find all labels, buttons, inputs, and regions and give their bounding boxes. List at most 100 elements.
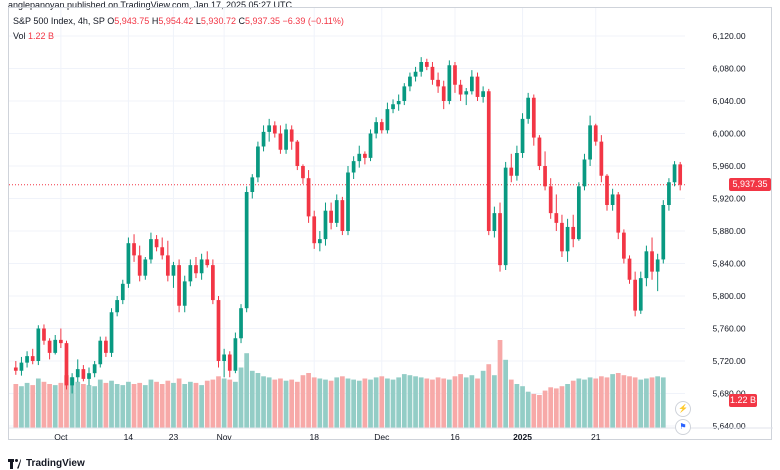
volume-bar <box>249 370 255 428</box>
candle <box>81 365 86 382</box>
candle <box>312 210 317 249</box>
time-tick-label: 23 <box>169 432 179 441</box>
candle <box>599 135 604 183</box>
volume-bar <box>593 378 599 428</box>
volume-bar <box>582 379 587 428</box>
candle-body <box>334 200 339 223</box>
volume-bar <box>390 379 396 428</box>
candle <box>453 62 457 93</box>
price-chart[interactable]: 6,120.00 6,080.00 6,040.00 6,000.00 5,960.00… <box>9 8 773 441</box>
volume-bar <box>621 375 627 428</box>
volume-bar <box>193 382 199 428</box>
chart-frame[interactable]: 6,120.00 6,080.00 6,040.00 6,000.00 5,960.00… <box>8 7 773 441</box>
time-axis: Oct 14 23 Nov 18 Dec 16 2025 21 <box>9 427 773 441</box>
time-tick-label: 21 <box>591 432 601 441</box>
time-tick-label: 14 <box>124 432 134 441</box>
candle-body <box>244 192 249 309</box>
candle <box>199 253 204 280</box>
candle-body <box>385 109 390 131</box>
volume-bar <box>508 379 514 428</box>
volume-bar <box>351 379 356 428</box>
volume-bar <box>334 377 340 428</box>
symbol-label[interactable]: S&P 500 Index, 4h, SP <box>13 16 105 26</box>
candle-body <box>576 186 581 240</box>
publish-info: anglepanoyan published on TradingView.co… <box>8 0 293 10</box>
candle <box>109 308 114 357</box>
tradingview-logo-icon <box>8 458 22 469</box>
candle-body <box>149 239 153 260</box>
candle <box>334 194 339 227</box>
candle <box>211 259 215 305</box>
candle-body <box>481 91 485 97</box>
candle <box>644 245 649 287</box>
candle-body <box>593 125 598 142</box>
candle <box>115 296 120 317</box>
candle-body <box>537 137 542 166</box>
candle-body <box>171 265 176 276</box>
candle-body <box>256 146 260 178</box>
time-tick-label: 18 <box>309 432 319 441</box>
candle-body <box>278 133 283 150</box>
candle <box>216 296 221 368</box>
candle-body <box>211 265 215 301</box>
candle-body <box>447 65 452 101</box>
candle <box>464 88 469 106</box>
candle-body <box>346 172 350 231</box>
candle <box>171 261 176 288</box>
volume-bar <box>165 380 171 428</box>
candle <box>610 188 615 211</box>
candle <box>661 200 666 264</box>
volume-bar <box>328 380 334 428</box>
footer-brand[interactable]: TradingView <box>8 458 85 469</box>
price-tick-label: 6,000.00 <box>712 129 745 139</box>
candle-body <box>475 76 480 97</box>
price-tick-label: 5,880.00 <box>712 226 745 236</box>
candle <box>177 259 181 313</box>
volume-bar <box>176 378 182 428</box>
candle <box>317 231 322 252</box>
chart-header: S&P 500 Index, 4h, SP O5,943.75 H5,954.4… <box>13 14 344 44</box>
volume-bar <box>227 379 233 428</box>
candle-body <box>233 338 238 371</box>
price-tick-label: 5,640.00 <box>712 421 745 431</box>
candle-body <box>104 340 108 353</box>
candle <box>385 102 390 134</box>
candle-body <box>678 164 683 185</box>
candle-body <box>515 153 519 176</box>
candle-body <box>42 328 46 341</box>
candle-body <box>492 213 497 231</box>
volume-bar <box>379 376 385 428</box>
volume-bar <box>323 379 328 428</box>
candle <box>571 214 576 248</box>
candle-body <box>638 278 643 311</box>
candle-body <box>644 251 649 279</box>
candle <box>616 192 621 240</box>
volume-bar <box>373 377 379 428</box>
price-tick-label: 5,720.00 <box>712 356 745 366</box>
volume-bar <box>492 375 497 428</box>
candle <box>244 186 249 313</box>
candle-body <box>363 153 367 158</box>
candle-body <box>672 164 677 183</box>
flag-icon[interactable]: ⚑ <box>675 419 691 435</box>
volume-bar <box>463 377 469 428</box>
candle-body <box>188 265 193 282</box>
volume-bar <box>47 384 52 428</box>
candle <box>289 125 294 150</box>
candle <box>678 161 683 191</box>
volume-bar <box>598 376 604 428</box>
candle <box>165 240 170 282</box>
price-tick-label: 5,960.00 <box>712 161 745 171</box>
candle-body <box>396 101 401 105</box>
volume-bar <box>311 377 317 428</box>
candle <box>295 140 300 171</box>
candle <box>87 367 91 386</box>
volume-bar <box>109 380 114 428</box>
candle <box>672 161 677 187</box>
volume-bar <box>97 379 103 428</box>
candle-body <box>154 239 159 248</box>
volume-bar <box>114 384 120 428</box>
volume-bar <box>154 381 159 428</box>
lightning-icon[interactable]: ⚡ <box>675 401 691 417</box>
volume-bar <box>638 379 644 428</box>
